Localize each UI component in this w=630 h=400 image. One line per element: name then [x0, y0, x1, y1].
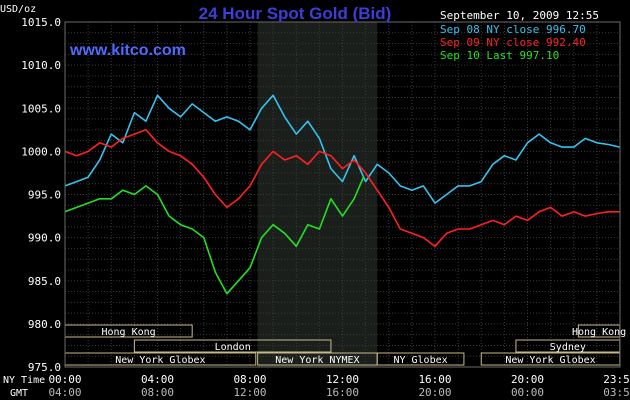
chart-title: 24 Hour Spot Gold (Bid): [199, 4, 392, 23]
market-box: [376, 352, 465, 366]
x-tick-label-ny: 12:00: [326, 373, 359, 386]
ny-time-label: NY Time: [3, 375, 45, 386]
series-line-1: [64, 129, 620, 248]
x-tick-label-gmt: 00:00: [511, 386, 544, 399]
y-tick-label: 1010.0: [21, 59, 61, 72]
y-tick-label: 1015.0: [21, 16, 61, 29]
legend-item-sep08: Sep 08 NY close 996.70: [440, 23, 586, 36]
series-lines: [64, 94, 620, 295]
legend-item-sep09: Sep 09 NY close 992.40: [440, 36, 586, 49]
y-tick-label: 985.0: [28, 275, 61, 288]
market-box: [133, 339, 332, 353]
legend: Sep 08 NY close 996.70 Sep 09 NY close 9…: [440, 23, 586, 62]
plot-frame: [64, 21, 621, 368]
x-tick-label-gmt: 03:59: [603, 386, 630, 399]
market-label: London: [215, 342, 251, 353]
y-tick-label: 980.0: [28, 318, 61, 331]
x-tick-label-ny: 08:00: [233, 373, 266, 386]
timestamp: September 10, 2009 12:55: [440, 9, 599, 22]
x-tick-label-gmt: 08:00: [141, 386, 174, 399]
market-label: Sydney: [550, 342, 586, 353]
x-tick-label-ny: 20:00: [511, 373, 544, 386]
market-label: New York Globex: [115, 355, 205, 366]
x-tick-label-gmt: 16:00: [326, 386, 359, 399]
x-tick-label-gmt: 20:00: [418, 386, 451, 399]
y-tick-label: 990.0: [28, 232, 61, 245]
x-tick-label-gmt: 04:00: [48, 386, 81, 399]
series-line-2: [64, 176, 365, 295]
series-line-0: [64, 94, 620, 204]
y-tick-label: 995.0: [28, 189, 61, 202]
x-tick-label-ny: 16:00: [418, 373, 451, 386]
x-tick-label-ny: 04:00: [141, 373, 174, 386]
legend-item-sep10: Sep 10 Last 997.10: [440, 49, 559, 62]
y-axis-label: USD/oz: [0, 4, 36, 15]
market-label: New York NYMEX: [275, 355, 359, 366]
market-label: Hong Kong: [572, 327, 626, 338]
y-tick-label: 975.0: [28, 361, 61, 374]
website-link[interactable]: www.kitco.com: [69, 42, 186, 59]
x-tick-label-ny: 23:59: [603, 373, 630, 386]
x-tick-label-ny: 00:00: [48, 373, 81, 386]
market-label: Hong Kong: [102, 327, 156, 338]
y-tick-label: 1005.0: [21, 102, 61, 115]
market-sessions: Hong Kong Hong Kong London Sydney New York G…: [64, 324, 626, 366]
market-label: NY Globex: [393, 355, 447, 366]
market-label: New York Globex: [505, 355, 595, 366]
y-tick-label: 1000.0: [21, 145, 61, 158]
x-tick-label-gmt: 12:00: [233, 386, 266, 399]
gmt-label: GMT: [10, 388, 28, 399]
axes: 1015.0 1010.0 1005.0 1000.0 995.0 990.0 985.0 9…: [21, 16, 630, 399]
